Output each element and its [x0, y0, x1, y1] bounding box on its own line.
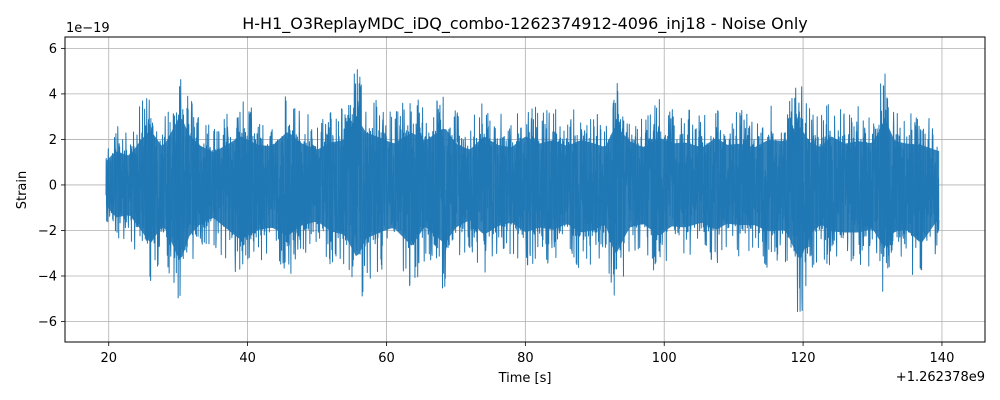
strain-series	[105, 69, 940, 313]
y-tick-label: −6	[38, 315, 57, 330]
y-tick-label: −2	[38, 224, 57, 239]
x-axis-label: Time [s]	[498, 371, 552, 386]
x-tick-label: 80	[517, 351, 534, 366]
x-axis: 20 40 60 80 100 120 140	[100, 342, 954, 366]
x-tick-label: 40	[239, 351, 256, 366]
x-tick-label: 60	[378, 351, 395, 366]
x-tick-label: 140	[930, 351, 955, 366]
y-exponent-label: 1e−19	[66, 21, 110, 36]
x-tick-label: 20	[100, 351, 117, 366]
y-axis-label: Strain	[15, 171, 30, 210]
chart-title: H-H1_O3ReplayMDC_iDQ_combo-1262374912-40…	[242, 14, 808, 34]
y-axis: −6 −4 −2 0 2 4 6	[38, 42, 65, 330]
y-tick-label: 6	[49, 42, 57, 57]
y-tick-label: −4	[38, 269, 57, 284]
x-tick-label: 100	[652, 351, 677, 366]
x-tick-label: 120	[791, 351, 816, 366]
y-tick-label: 2	[49, 133, 57, 148]
x-offset-label: +1.262378e9	[896, 370, 985, 385]
strain-dense-band	[105, 117, 940, 260]
y-tick-label: 0	[49, 178, 57, 193]
y-tick-label: 4	[49, 87, 57, 102]
